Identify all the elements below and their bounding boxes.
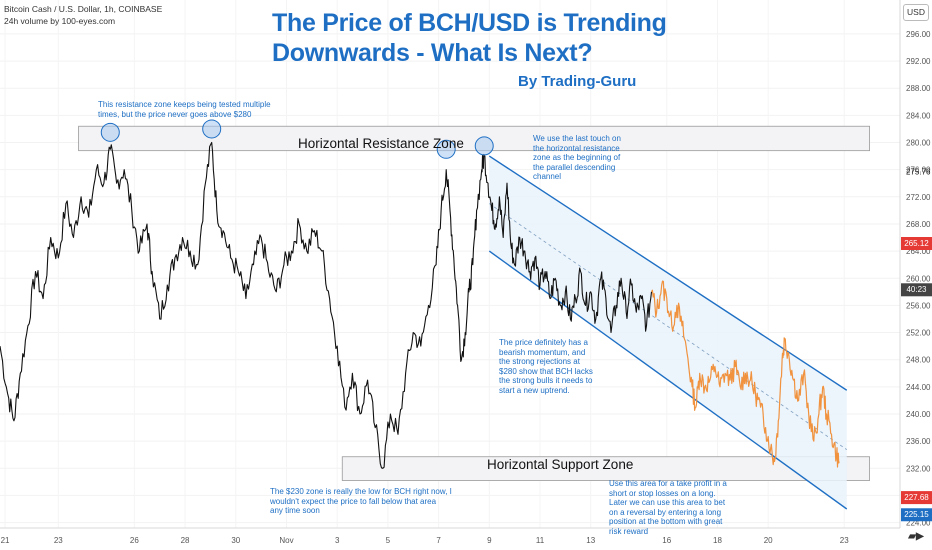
chart-title: The Price of BCH/USD is Trending Downwar… <box>272 8 667 68</box>
y-tick-label: 296.00 <box>906 30 931 39</box>
channel-fill <box>489 156 847 509</box>
y-tick-highlight: 275.76 <box>906 167 931 176</box>
y-tick-label: 284.00 <box>906 111 931 120</box>
channel-mid-line <box>489 203 847 450</box>
price-tag-low: 227.68 <box>904 493 929 503</box>
x-tick-label: 13 <box>586 536 595 545</box>
y-tick-label: 272.00 <box>906 193 931 202</box>
tradingview-logo: ▰▶ <box>908 531 924 542</box>
y-tick-label: 264.00 <box>906 247 931 256</box>
channel-note-line: the parallel descending <box>533 162 616 172</box>
resistance-zone-label: Horizontal Resistance Zone <box>298 136 464 151</box>
channel-upper-line <box>488 155 848 391</box>
price-tag-countdown: 40:23 <box>906 285 927 295</box>
x-tick-label: 23 <box>54 536 63 545</box>
zones <box>78 125 870 481</box>
price-tag-bg <box>901 491 932 505</box>
target-note-line: short or stop losses on a long. <box>609 488 716 498</box>
y-tick-label: 288.00 <box>906 84 931 93</box>
y-tick-label: 280.00 <box>906 139 931 148</box>
author-byline: By Trading-Guru <box>518 73 637 90</box>
resistance-zone <box>78 125 870 152</box>
y-tick-label: 268.00 <box>906 220 931 229</box>
resistance-note-line: This resistance zone keeps being tested … <box>98 100 271 109</box>
price-line <box>0 141 653 469</box>
x-tick-label: 20 <box>764 536 773 545</box>
y-tick-label: 232.00 <box>906 464 931 473</box>
momentum-note-line: The price definitely has a <box>499 338 588 347</box>
channel-note-line: zone as the beginning of <box>533 153 621 162</box>
x-tick-label: 26 <box>130 536 139 545</box>
momentum-note-line: the strong bulls it needs to <box>499 376 593 385</box>
volume-info: 24h volume by 100-eyes.com <box>4 16 116 26</box>
touch-marker <box>100 122 120 142</box>
momentum-note-line: the strong rejections at <box>499 357 580 366</box>
x-tick-label: 21 <box>1 536 10 545</box>
resistance-note: This resistance zone keeps being tested … <box>98 100 271 119</box>
target-note-line: risk reward <box>609 526 649 536</box>
title-line-2: Downwards - What Is Next? <box>272 39 593 67</box>
target-note: Use this area for a take profit in a sho… <box>609 479 727 536</box>
y-tick-label: 240.00 <box>906 410 931 419</box>
support-note: The $230 zone is really the low for BCH … <box>270 487 452 516</box>
price-tag-target: 225.15 <box>904 510 929 520</box>
channel-note: We use the last touch on the horizontal … <box>533 134 621 182</box>
x-tick-label: 18 <box>713 536 722 545</box>
channel-note-line: the horizontal resistance <box>533 143 620 153</box>
momentum-note-line: $280 show that BCH lacks <box>499 366 593 376</box>
momentum-note: The price definitely has a bearish momen… <box>499 338 593 395</box>
y-tick-label: 244.00 <box>906 383 931 392</box>
y-tick-label: 256.00 <box>906 301 931 310</box>
support-zone-label: Horizontal Support Zone <box>487 457 634 472</box>
x-tick-label: Nov <box>279 536 293 545</box>
x-tick-label: 30 <box>231 536 240 545</box>
currency-button[interactable]: USD <box>903 4 929 21</box>
y-tick-label: 252.00 <box>906 329 931 338</box>
y-tick-label: 248.00 <box>906 356 931 365</box>
y-tick-label: 224.00 <box>906 519 931 528</box>
x-tick-label: 16 <box>662 536 671 545</box>
x-tick-label: 9 <box>487 536 492 545</box>
target-note-line: Use this area for a take profit in a <box>609 479 727 488</box>
target-note-line: Later we can use this area to bet <box>609 498 726 507</box>
price-tag-bg <box>901 283 932 297</box>
y-tick-label: 260.00 <box>906 274 931 283</box>
support-note-line: wouldn't expect the price to fall below … <box>270 496 437 506</box>
channel-note-line: We use the last touch on <box>533 134 621 143</box>
target-note-line: on a reversal by entering a long <box>609 507 722 517</box>
price-tag-bg <box>901 237 932 251</box>
support-note-line: The $230 zone is really the low for BCH … <box>270 487 452 496</box>
x-tick-label: 28 <box>181 536 190 545</box>
title-line-1: The Price of BCH/USD is Trending <box>272 9 667 37</box>
series <box>0 141 840 469</box>
x-tick-label: 5 <box>386 536 391 545</box>
support-note-line: any time soon <box>270 506 320 515</box>
y-tick-label: 276.00 <box>906 166 931 175</box>
y-tick-label: 236.00 <box>906 437 931 446</box>
projection-line <box>650 280 840 468</box>
x-tick-label: 3 <box>335 536 340 545</box>
symbol-info: Bitcoin Cash / U.S. Dollar, 1h, COINBASE <box>4 4 163 14</box>
y-tick-label: 292.00 <box>906 57 931 66</box>
touch-marker <box>436 139 456 159</box>
target-note-line: position at the bottom with great <box>609 517 723 526</box>
touch-marker <box>202 119 222 139</box>
momentum-note-line: start a new uptrend. <box>499 385 570 395</box>
channel-note-line: channel <box>533 172 562 181</box>
touch-marker <box>474 136 494 156</box>
resistance-touch-markers <box>100 119 494 159</box>
support-zone <box>341 456 870 481</box>
x-tick-label: 23 <box>840 536 849 545</box>
x-tick-label: 7 <box>436 536 441 545</box>
momentum-note-line: bearish momentum, and <box>499 347 586 357</box>
resistance-note-line: times, but the price never goes above $2… <box>98 109 252 119</box>
price-tag-bg <box>901 508 932 522</box>
x-tick-label: 11 <box>536 536 545 545</box>
price-tag-last: 265.12 <box>904 239 929 248</box>
